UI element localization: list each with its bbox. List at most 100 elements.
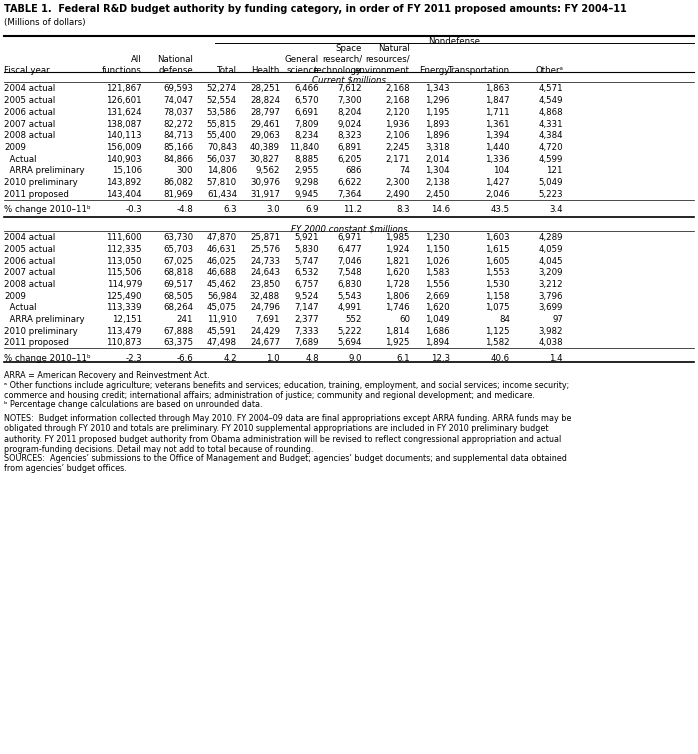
- Text: 6,830: 6,830: [337, 280, 362, 289]
- Text: 2,168: 2,168: [385, 97, 410, 106]
- Text: 3,796: 3,796: [538, 292, 563, 301]
- Text: 81,969: 81,969: [163, 190, 193, 199]
- Text: 1,440: 1,440: [485, 143, 510, 152]
- Text: 1,049: 1,049: [426, 315, 450, 324]
- Text: 6,570: 6,570: [295, 97, 319, 106]
- Text: 1,150: 1,150: [425, 245, 450, 254]
- Text: 121: 121: [547, 167, 563, 176]
- Text: 1,746: 1,746: [385, 303, 410, 312]
- Text: 46,025: 46,025: [207, 256, 237, 265]
- Text: 2010 preliminary: 2010 preliminary: [4, 178, 77, 187]
- Text: 1,394: 1,394: [486, 131, 510, 140]
- Text: 125,490: 125,490: [107, 292, 142, 301]
- Text: 31,917: 31,917: [250, 190, 280, 199]
- Text: 46,688: 46,688: [207, 268, 237, 277]
- Text: 46,631: 46,631: [207, 245, 237, 254]
- Text: 1.0: 1.0: [267, 354, 280, 363]
- Text: 65,703: 65,703: [163, 245, 193, 254]
- Text: 11,840: 11,840: [289, 143, 319, 152]
- Text: 8,204: 8,204: [337, 108, 362, 117]
- Text: Otherᵃ: Otherᵃ: [535, 66, 563, 75]
- Text: 1,936: 1,936: [385, 120, 410, 129]
- Text: 24,677: 24,677: [250, 339, 280, 348]
- Text: 1,711: 1,711: [485, 108, 510, 117]
- Text: 67,888: 67,888: [163, 326, 193, 336]
- Text: 7,333: 7,333: [295, 326, 319, 336]
- Text: 5,747: 5,747: [295, 256, 319, 265]
- Text: 24,796: 24,796: [250, 303, 280, 312]
- Text: functions: functions: [102, 66, 142, 75]
- Text: 111,600: 111,600: [106, 233, 142, 242]
- Text: 3,212: 3,212: [538, 280, 563, 289]
- Text: 1,863: 1,863: [485, 84, 510, 93]
- Text: 113,050: 113,050: [106, 256, 142, 265]
- Text: 5,223: 5,223: [538, 190, 563, 199]
- Text: 74: 74: [399, 167, 410, 176]
- Text: 1,925: 1,925: [385, 339, 410, 348]
- Text: 4,045: 4,045: [538, 256, 563, 265]
- Text: 68,818: 68,818: [163, 268, 193, 277]
- Text: 4.8: 4.8: [306, 354, 319, 363]
- Text: 2006 actual: 2006 actual: [4, 108, 55, 117]
- Text: 143,892: 143,892: [107, 178, 142, 187]
- Text: 1,821: 1,821: [385, 256, 410, 265]
- Text: 69,593: 69,593: [163, 84, 193, 93]
- Text: 30,976: 30,976: [250, 178, 280, 187]
- Text: 6,466: 6,466: [295, 84, 319, 93]
- Text: 1,427: 1,427: [485, 178, 510, 187]
- Text: 112,335: 112,335: [106, 245, 142, 254]
- Text: 43.5: 43.5: [491, 206, 510, 214]
- Text: -0.3: -0.3: [125, 206, 142, 214]
- Text: 12,151: 12,151: [112, 315, 142, 324]
- Text: 2,120: 2,120: [385, 108, 410, 117]
- Text: 4,289: 4,289: [538, 233, 563, 242]
- Text: 5,543: 5,543: [337, 292, 362, 301]
- Text: 40,389: 40,389: [250, 143, 280, 152]
- Text: Actual: Actual: [4, 303, 36, 312]
- Text: 1,026: 1,026: [425, 256, 450, 265]
- Text: 1,336: 1,336: [485, 155, 510, 164]
- Text: 14,806: 14,806: [207, 167, 237, 176]
- Text: 300: 300: [177, 167, 193, 176]
- Text: defense: defense: [158, 66, 193, 75]
- Text: 9,562: 9,562: [255, 167, 280, 176]
- Text: 2010 preliminary: 2010 preliminary: [4, 326, 77, 336]
- Text: 32,488: 32,488: [250, 292, 280, 301]
- Text: 5,222: 5,222: [337, 326, 362, 336]
- Text: 552: 552: [346, 315, 362, 324]
- Text: 2,014: 2,014: [425, 155, 450, 164]
- Text: 7,548: 7,548: [337, 268, 362, 277]
- Text: 7,689: 7,689: [295, 339, 319, 348]
- Text: 3,699: 3,699: [539, 303, 563, 312]
- Text: 53,586: 53,586: [207, 108, 237, 117]
- Text: 12.3: 12.3: [431, 354, 450, 363]
- Text: 85,166: 85,166: [163, 143, 193, 152]
- Text: 56,984: 56,984: [207, 292, 237, 301]
- Text: 2,300: 2,300: [385, 178, 410, 187]
- Text: 8.3: 8.3: [396, 206, 410, 214]
- Text: 9,298: 9,298: [295, 178, 319, 187]
- Text: 70,843: 70,843: [207, 143, 237, 152]
- Text: 6.3: 6.3: [223, 206, 237, 214]
- Text: 2007 actual: 2007 actual: [4, 120, 55, 129]
- Text: ARRA preliminary: ARRA preliminary: [4, 315, 84, 324]
- Text: 24,733: 24,733: [250, 256, 280, 265]
- Text: 45,075: 45,075: [207, 303, 237, 312]
- Text: 4,384: 4,384: [538, 131, 563, 140]
- Text: 4,571: 4,571: [538, 84, 563, 93]
- Text: 14.6: 14.6: [431, 206, 450, 214]
- Text: 2,377: 2,377: [295, 315, 319, 324]
- Text: 30,827: 30,827: [250, 155, 280, 164]
- Text: 2008 actual: 2008 actual: [4, 131, 55, 140]
- Text: 7,046: 7,046: [337, 256, 362, 265]
- Text: 2,955: 2,955: [295, 167, 319, 176]
- Text: 11.2: 11.2: [343, 206, 362, 214]
- Text: 2007 actual: 2007 actual: [4, 268, 55, 277]
- Text: 1,583: 1,583: [425, 268, 450, 277]
- Text: 67,025: 67,025: [163, 256, 193, 265]
- Text: All: All: [131, 55, 142, 64]
- Text: 1,620: 1,620: [425, 303, 450, 312]
- Text: 2005 actual: 2005 actual: [4, 97, 55, 106]
- Text: 2,450: 2,450: [425, 190, 450, 199]
- Text: 47,498: 47,498: [207, 339, 237, 348]
